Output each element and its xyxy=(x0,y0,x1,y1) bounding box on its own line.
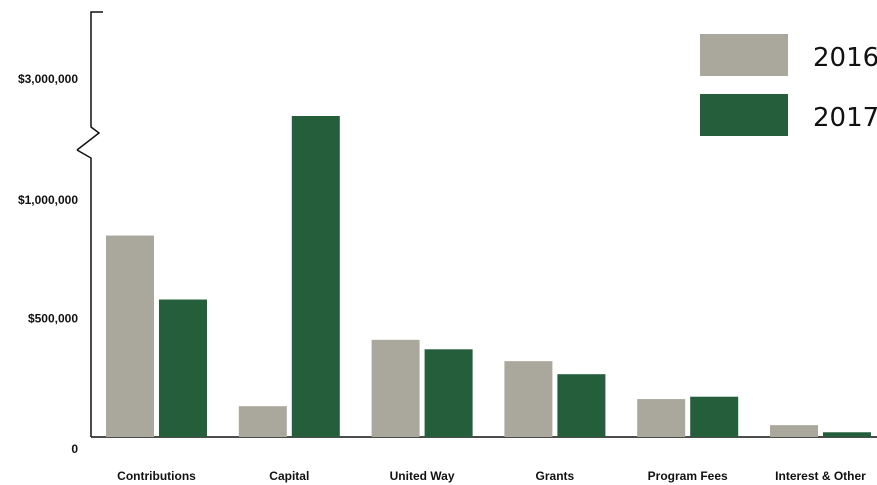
bar-2016-program-fees xyxy=(637,399,686,437)
y-tick-label: 0 xyxy=(71,442,78,456)
y-axis-tick-labels: 0 $500,000 $1,000,000 $3,000,000 xyxy=(18,72,78,456)
y-tick-label: $500,000 xyxy=(28,312,78,326)
legend-swatch-2017 xyxy=(700,94,788,136)
legend: 2016 2017 xyxy=(700,34,877,136)
x-category-label: Grants xyxy=(536,469,575,483)
bar-2017-united-way xyxy=(424,349,473,437)
bar-2016-contributions xyxy=(106,235,154,437)
legend-label-2016: 2016 xyxy=(813,43,877,73)
x-axis-category-labels: Contributions Capital United Way Grants Prog… xyxy=(117,469,866,483)
bar-2016-grants xyxy=(504,361,553,437)
y-tick-label: $3,000,000 xyxy=(18,72,78,86)
bar-2017-capital xyxy=(291,116,340,437)
bar-2017-program-fees xyxy=(690,396,739,437)
bar-2016-united-way xyxy=(371,339,420,437)
legend-label-2017: 2017 xyxy=(813,103,877,133)
bar-2017-interest-other xyxy=(823,432,871,437)
x-category-label: United Way xyxy=(390,469,455,483)
x-category-label: Capital xyxy=(269,469,309,483)
bar-2016-capital xyxy=(238,406,287,437)
y-tick-label: $1,000,000 xyxy=(18,193,78,207)
x-category-label: Interest & Other xyxy=(775,469,866,483)
legend-swatch-2016 xyxy=(700,34,788,76)
x-category-label: Contributions xyxy=(117,469,196,483)
y-axis-upper-segment xyxy=(76,11,103,151)
axes xyxy=(76,11,877,438)
bar-2016-interest-other xyxy=(770,425,818,437)
bars xyxy=(106,116,871,437)
bar-2017-grants xyxy=(557,374,606,437)
bar-2017-contributions xyxy=(159,299,207,437)
x-category-label: Program Fees xyxy=(648,469,728,483)
y-axis-lower-segment xyxy=(76,149,92,437)
